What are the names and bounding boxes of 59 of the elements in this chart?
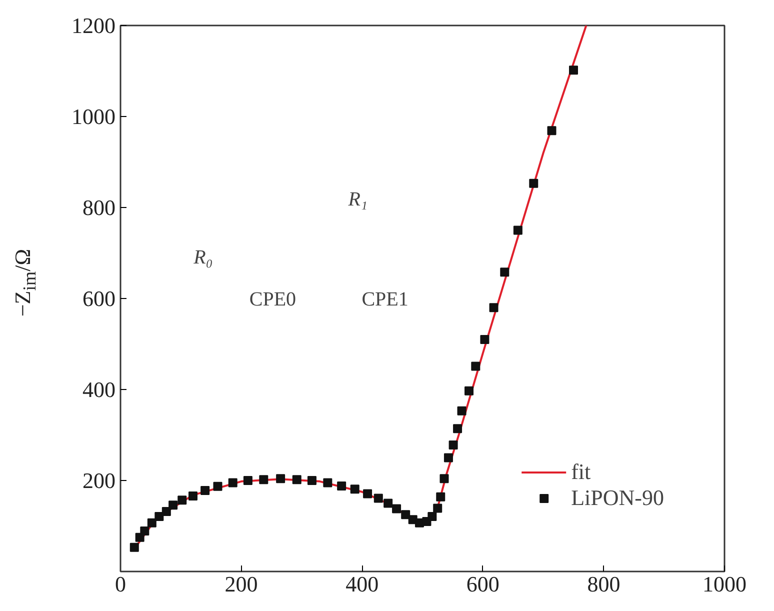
- x-tick-label: 0: [115, 572, 126, 596]
- point: [480, 334, 490, 344]
- point: [500, 268, 510, 277]
- y-tick-label: 400: [82, 377, 116, 402]
- point: [350, 484, 360, 494]
- point: [440, 474, 449, 484]
- y-tick-label: 1000: [72, 104, 116, 129]
- x-tick-label: 200: [224, 572, 258, 596]
- point: [392, 504, 402, 514]
- point: [489, 303, 498, 312]
- point: [529, 178, 538, 188]
- point: [276, 474, 286, 484]
- point: [259, 475, 268, 484]
- annotation: CPE0: [249, 288, 296, 310]
- annotation: CPE1: [362, 288, 408, 310]
- point: [428, 512, 437, 521]
- point: [243, 476, 252, 485]
- legend-label: fit: [571, 459, 592, 485]
- point: [162, 506, 171, 516]
- point: [401, 510, 410, 520]
- point: [453, 424, 462, 434]
- point: [154, 512, 164, 521]
- y-tick-label: 600: [82, 286, 116, 311]
- point: [569, 66, 578, 75]
- point: [292, 475, 302, 484]
- y-tick-label: 1200: [72, 13, 116, 38]
- point: [374, 494, 383, 503]
- x-tick-label: 800: [587, 572, 620, 596]
- point: [228, 478, 238, 488]
- point: [147, 518, 156, 528]
- point: [471, 362, 480, 371]
- point: [188, 491, 198, 500]
- point: [178, 496, 187, 505]
- point: [363, 489, 372, 498]
- point: [168, 500, 178, 510]
- point: [323, 478, 332, 488]
- point: [384, 498, 393, 508]
- y-tick-label: 800: [82, 195, 116, 220]
- y-tick-label: 200: [82, 468, 116, 493]
- point: [200, 486, 210, 496]
- annotation: R₀: [192, 246, 213, 269]
- point: [457, 406, 466, 416]
- point: [213, 482, 222, 491]
- point: [464, 386, 474, 396]
- point: [130, 542, 139, 552]
- point: [140, 526, 150, 536]
- point: [513, 226, 522, 235]
- x-tick-label: 1000: [702, 572, 746, 596]
- point: [436, 492, 446, 502]
- point: [448, 440, 458, 450]
- point: [547, 126, 556, 136]
- point: [337, 481, 346, 490]
- x-tick-label: 600: [466, 572, 500, 596]
- x-tick-label: 400: [346, 572, 379, 596]
- legend-label: LiPON-90: [571, 485, 664, 511]
- point: [307, 476, 316, 485]
- point: [433, 504, 442, 513]
- point: [444, 453, 453, 462]
- annotation: R₁: [347, 188, 368, 210]
